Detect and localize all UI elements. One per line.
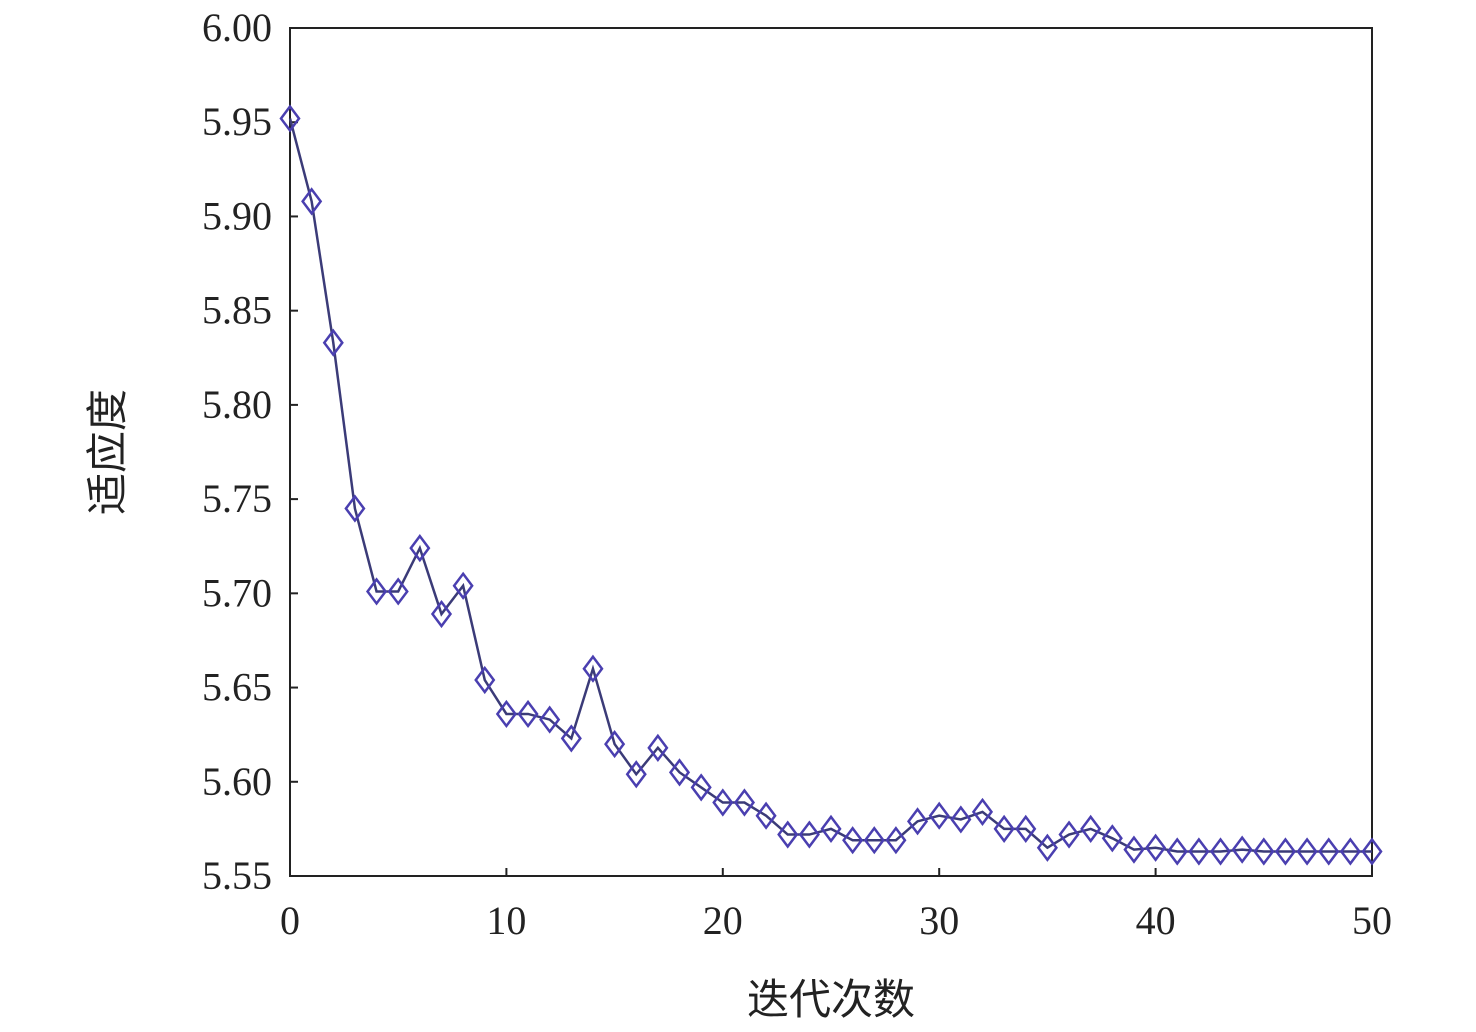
data-point-marker xyxy=(322,328,344,357)
data-point-marker xyxy=(1253,837,1275,866)
data-point-marker xyxy=(906,807,929,836)
data-point-marker xyxy=(1080,814,1102,843)
x-tick-label: 50 xyxy=(1352,898,1392,943)
y-tick-label: 5.90 xyxy=(202,193,272,238)
data-point-marker xyxy=(1015,814,1037,843)
data-point-marker xyxy=(1339,837,1361,866)
data-point-marker xyxy=(604,730,626,759)
x-tick-label: 10 xyxy=(486,898,526,943)
data-point-marker xyxy=(755,801,777,830)
x-tick-label: 20 xyxy=(703,898,743,943)
data-point-marker xyxy=(1318,837,1340,866)
data-point-marker xyxy=(430,599,453,629)
y-tick-label: 5.75 xyxy=(202,476,272,521)
data-point-marker xyxy=(1209,837,1232,866)
data-point-marker xyxy=(365,577,388,606)
data-point-marker xyxy=(539,705,561,734)
data-point-marker xyxy=(1188,837,1210,866)
data-point-marker xyxy=(495,699,517,729)
data-point-marker xyxy=(993,814,1015,843)
data-point-marker xyxy=(582,654,604,683)
data-point-marker xyxy=(1123,835,1145,864)
data-point-marker xyxy=(409,534,431,563)
x-tick-label: 0 xyxy=(280,898,300,943)
y-tick-label: 5.70 xyxy=(202,570,272,615)
data-point-marker xyxy=(950,805,972,834)
y-tick-label: 5.60 xyxy=(202,759,272,804)
data-point-marker xyxy=(647,733,669,762)
x-tick-label: 30 xyxy=(919,898,959,943)
data-point-marker xyxy=(452,571,474,600)
y-tick-label: 5.80 xyxy=(202,382,272,427)
data-point-marker xyxy=(690,773,712,802)
data-point-marker xyxy=(344,494,366,523)
y-axis-label: 适应度 xyxy=(83,389,132,515)
y-tick-label: 5.95 xyxy=(202,99,272,144)
series-line xyxy=(288,118,1372,853)
data-point-marker xyxy=(560,724,582,753)
data-point-marker xyxy=(863,826,885,855)
plot-area xyxy=(289,27,1373,877)
data-point-marker xyxy=(798,820,820,849)
data-point-marker xyxy=(668,758,691,787)
data-point-marker xyxy=(517,699,539,729)
data-point-marker xyxy=(733,788,756,817)
data-point-marker xyxy=(474,665,496,695)
data-point-marker xyxy=(301,187,323,216)
y-tick-label: 6.00 xyxy=(202,5,272,50)
data-point-marker xyxy=(820,814,842,843)
data-point-marker xyxy=(885,826,907,855)
data-point-marker xyxy=(1166,837,1188,866)
data-point-marker xyxy=(387,577,409,606)
data-point-marker xyxy=(1274,837,1297,866)
data-point-marker xyxy=(1145,833,1167,862)
data-point-marker xyxy=(712,788,734,817)
data-point-marker xyxy=(1058,820,1080,849)
data-point-marker xyxy=(971,797,994,827)
data-point-marker xyxy=(1101,824,1123,853)
data-point-marker xyxy=(1361,837,1383,866)
data-point-marker xyxy=(928,801,950,830)
y-tick-label: 5.55 xyxy=(202,853,272,898)
x-axis-label: 迭代次数 xyxy=(747,975,915,1024)
x-tick-label: 40 xyxy=(1136,898,1176,943)
data-point-marker xyxy=(625,760,647,789)
y-tick-label: 5.85 xyxy=(202,288,272,333)
y-tick-label: 5.65 xyxy=(202,665,272,710)
data-point-marker xyxy=(279,104,301,133)
data-point-marker xyxy=(1036,833,1058,862)
data-point-marker xyxy=(777,820,799,849)
data-point-marker xyxy=(1296,837,1318,866)
data-point-marker xyxy=(1231,835,1253,864)
data-point-marker xyxy=(842,826,864,855)
